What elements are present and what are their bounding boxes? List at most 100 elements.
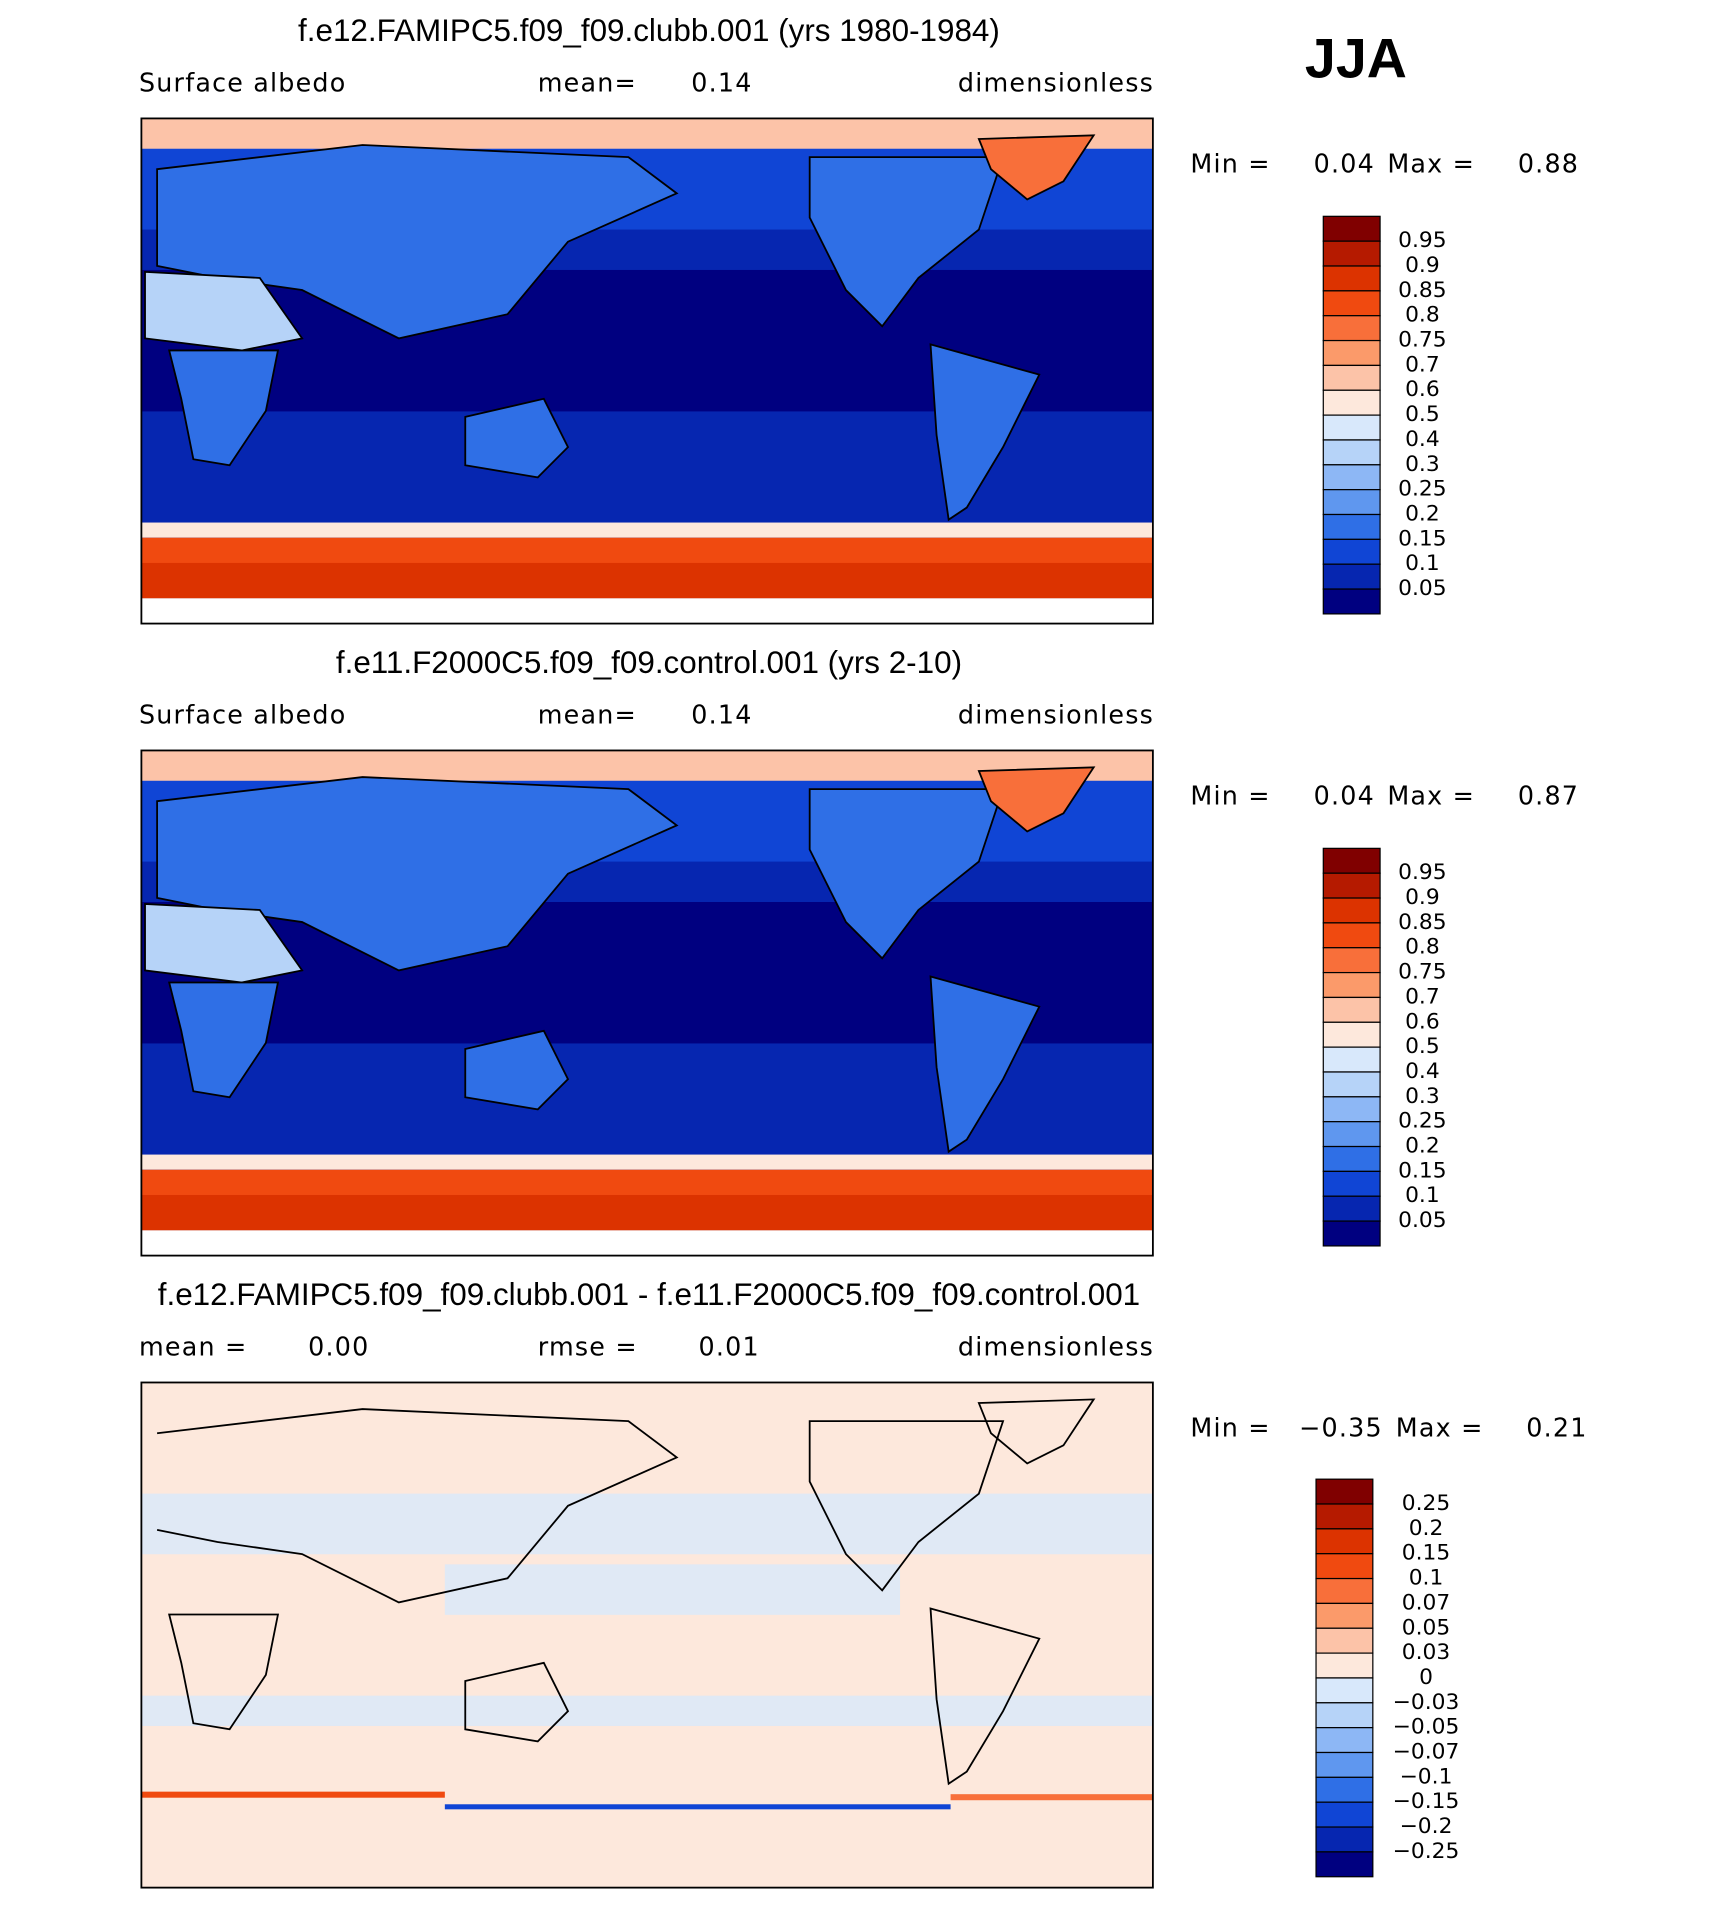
colorbar-box [1315, 1577, 1374, 1605]
subtitle-mid-label: rmse = [538, 1332, 638, 1362]
colorbar-label: 0.85 [1398, 910, 1446, 935]
colorbar-box [1322, 414, 1381, 441]
max-label: Max = [1387, 149, 1475, 179]
colorbar-label: 0.07 [1402, 1590, 1450, 1615]
colorbar-label: 0.3 [1405, 452, 1440, 477]
colorbar-box [1315, 1528, 1374, 1555]
colorbar-label: 0.5 [1405, 1034, 1440, 1059]
colorbar-box [1322, 489, 1381, 516]
colorbar-label: 0.15 [1402, 1541, 1450, 1566]
map-background [141, 1382, 1153, 1888]
colorbar-box [1322, 265, 1381, 292]
max-value: 0.21 [1526, 1413, 1587, 1443]
colorbar-label: 0.6 [1405, 377, 1440, 402]
map-southern-edge [141, 522, 1153, 538]
map-frame [140, 1381, 1154, 1889]
colorbar-box [1315, 1702, 1374, 1729]
colorbar-label: 0.25 [1398, 477, 1446, 502]
colorbar-box [1322, 290, 1381, 317]
subtitle-mid-label: mean= [538, 68, 637, 98]
land-greenland [977, 134, 1096, 201]
map-frame [140, 117, 1154, 625]
panel-title: f.e11.F2000C5.f09_f09.control.001 (yrs 2… [336, 645, 962, 680]
colorbar-box [1322, 513, 1381, 540]
min-value: −0.35 [1299, 1413, 1383, 1443]
colorbar-label: 0.15 [1398, 1158, 1446, 1183]
season-label: JJA [1305, 28, 1407, 90]
diff-band [141, 1695, 1153, 1726]
min-label: Min = [1190, 1413, 1270, 1443]
colorbar-box [1322, 464, 1381, 491]
coastline [929, 1607, 1041, 1786]
subtitle-left: Surface albedo [139, 700, 347, 730]
min-value: 0.04 [1314, 781, 1375, 811]
colorbar-box [1322, 897, 1381, 924]
colorbar-label: 0.7 [1405, 984, 1440, 1009]
colorbar-label: 0.1 [1405, 551, 1440, 576]
colorbar-label: 0.6 [1405, 1009, 1440, 1034]
colorbar-label: 0.85 [1398, 278, 1446, 303]
colorbar-label: 0.75 [1398, 960, 1446, 985]
colorbar-box [1315, 1602, 1374, 1629]
subtitle-left: mean = [139, 1332, 247, 1362]
subtitle-mid-value: 0.14 [691, 68, 752, 98]
colorbar-box [1322, 872, 1381, 899]
colorbar-box [1322, 1046, 1381, 1073]
min-value: 0.04 [1314, 149, 1375, 179]
panel-title: f.e12.FAMIPC5.f09_f09.clubb.001 (yrs 198… [298, 13, 1000, 48]
colorbar-label: 0.8 [1405, 303, 1440, 328]
colorbar-box [1322, 947, 1381, 974]
colorbar-label: 0.15 [1398, 526, 1446, 551]
map [141, 750, 1153, 1256]
colorbar-label: 0.5 [1405, 402, 1440, 427]
colorbar-label: 0.25 [1398, 1109, 1446, 1134]
max-value: 0.87 [1518, 781, 1579, 811]
coastline [168, 1613, 280, 1731]
subtitle-units: dimensionless [958, 68, 1154, 98]
colorbar-label: 0 [1419, 1665, 1433, 1690]
map-southern-edge [141, 1154, 1153, 1170]
map [141, 118, 1153, 624]
colorbar-box [1322, 1096, 1381, 1123]
colorbar-label: −0.25 [1393, 1839, 1460, 1864]
colorbar-box [1322, 439, 1381, 466]
panel: f.e11.F2000C5.f09_f09.control.001 (yrs 2… [139, 645, 1579, 1257]
colorbar-label: 0.7 [1405, 352, 1440, 377]
diff-strip [950, 1794, 1153, 1801]
colorbar-label: −0.15 [1393, 1789, 1460, 1814]
diff-band [444, 1564, 901, 1615]
max-value: 0.88 [1518, 149, 1579, 179]
colorbar-box [1322, 339, 1381, 367]
land-sahara [144, 270, 304, 352]
colorbar-label: 0.95 [1398, 228, 1446, 253]
colorbar-box [1322, 315, 1381, 342]
colorbar-label: −0.07 [1393, 1740, 1460, 1765]
colorbar-label: 0.05 [1402, 1615, 1450, 1640]
colorbar-label: 0.95 [1398, 860, 1446, 885]
min-label: Min = [1190, 149, 1270, 179]
colorbar-box [1322, 563, 1381, 590]
coastline [977, 1398, 1096, 1465]
colorbar-box [1315, 1826, 1374, 1853]
colorbar-box [1315, 1652, 1374, 1679]
diff-band [141, 1493, 1153, 1555]
colorbar-box [1322, 1021, 1381, 1048]
colorbar-label: 0.2 [1409, 1516, 1444, 1541]
map-nodata [141, 1230, 1153, 1256]
colorbar-box [1315, 1851, 1374, 1878]
colorbar-box [1315, 1801, 1374, 1828]
colorbar-box [1315, 1553, 1374, 1580]
colorbar-label: 0.2 [1405, 1134, 1440, 1159]
colorbar-box [1322, 389, 1381, 416]
panel: f.e12.FAMIPC5.f09_f09.clubb.001 (yrs 198… [139, 13, 1579, 625]
panel: f.e12.FAMIPC5.f09_f09.clubb.001 - f.e11.… [139, 1277, 1587, 1889]
map-nodata [141, 598, 1153, 624]
colorbar-label: 0.03 [1402, 1640, 1450, 1665]
land-africa [168, 981, 280, 1099]
subtitle-units: dimensionless [958, 1332, 1154, 1362]
colorbar-box [1315, 1627, 1374, 1654]
subtitle-left-value: 0.00 [308, 1332, 369, 1362]
coastline [464, 1661, 570, 1743]
coastline [808, 1420, 1005, 1592]
